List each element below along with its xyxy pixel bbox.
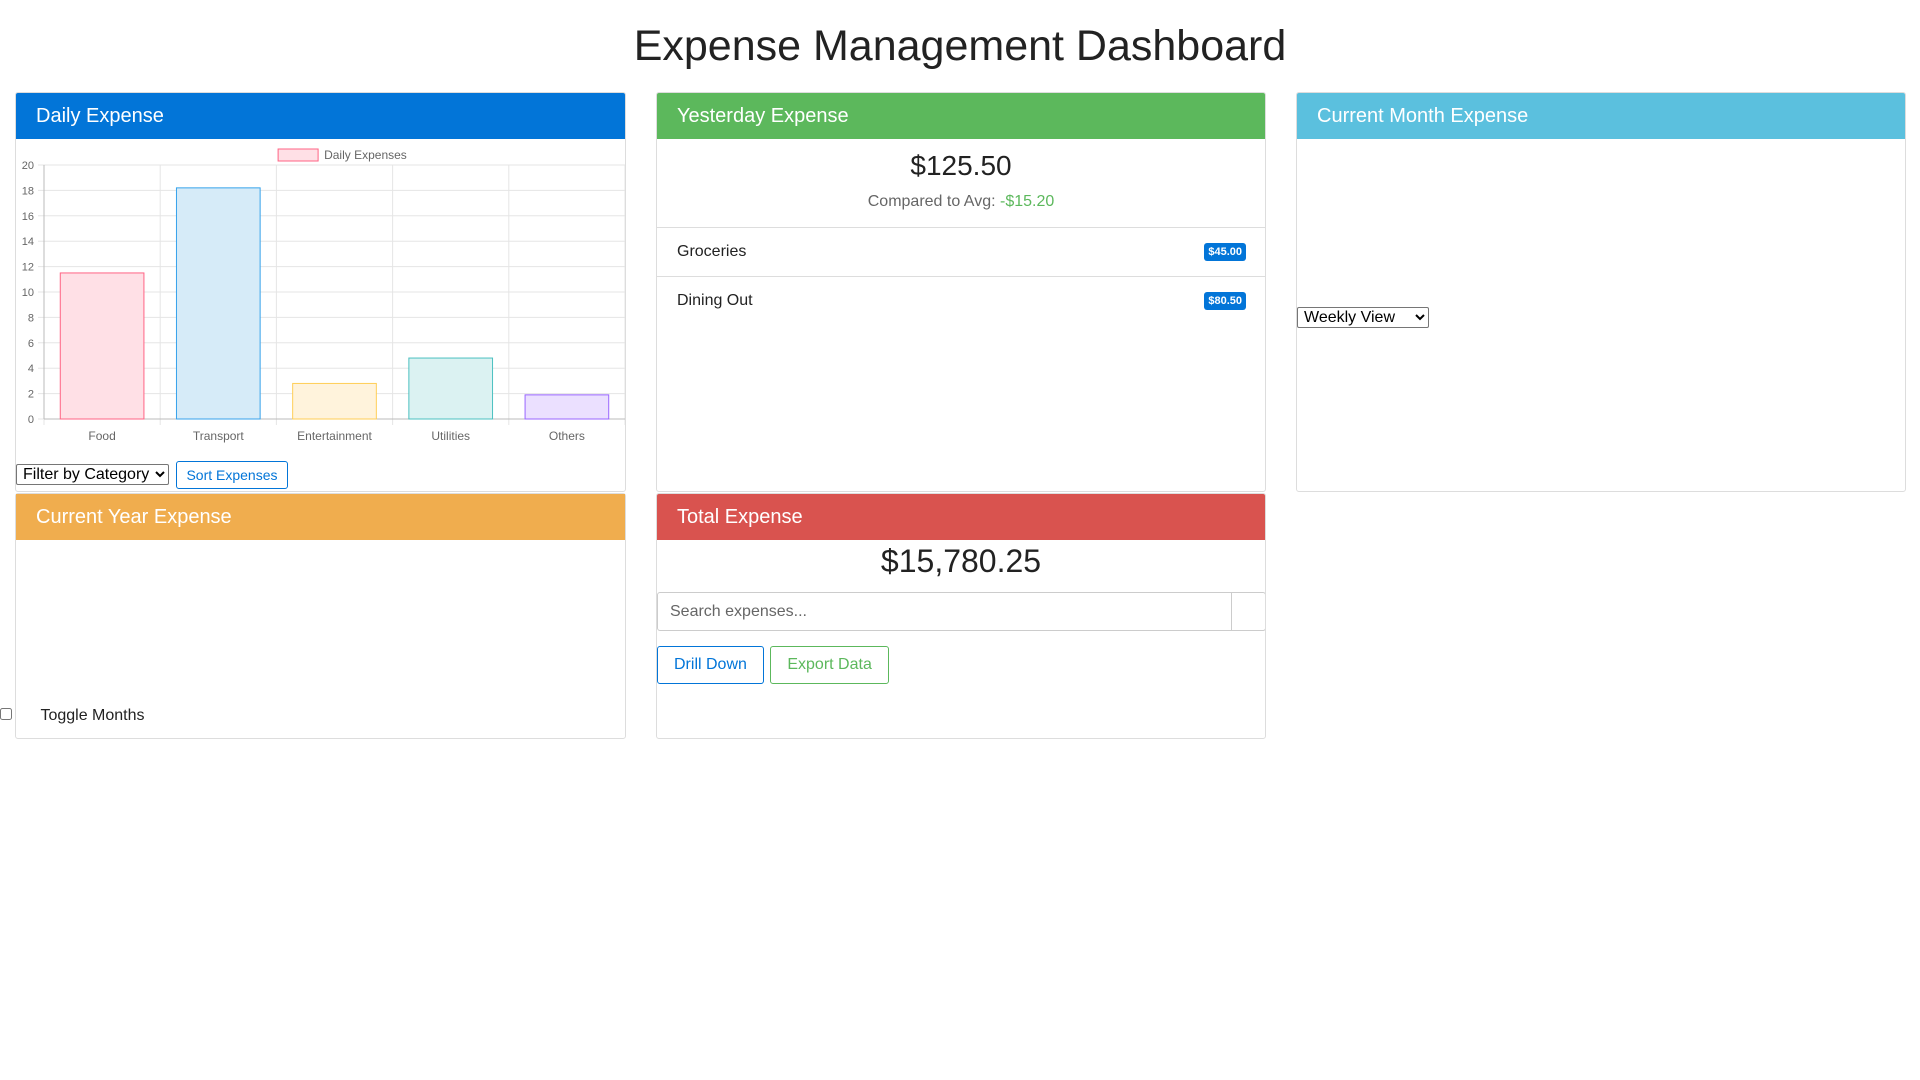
y-tick-label: 0 [28,414,34,426]
y-tick-label: 4 [28,363,34,375]
x-tick-label: Entertainment [297,429,372,443]
x-tick-label: Others [549,429,585,443]
x-tick-label: Utilities [431,429,470,443]
y-tick-label: 12 [22,262,34,274]
search-group [657,592,1265,631]
yesterday-expense-heading: Yesterday Expense [657,93,1265,139]
list-item-label: Groceries [677,243,747,260]
y-tick-label: 8 [28,312,34,324]
compare-label: Compared to Avg: [867,193,996,210]
export-data-button[interactable]: Export Data [770,646,889,684]
current-year-expense-heading: Current Year Expense [16,494,625,540]
legend-swatch [277,148,319,162]
legend-label: Daily Expenses [324,148,407,162]
list-item: Groceries $45.00 [657,227,1265,276]
x-tick-label: Transport [193,429,245,443]
toggle-months-checkbox[interactable] [0,707,12,720]
bar-transport [175,187,261,420]
bar-entertainment [292,382,377,420]
bar-others [524,394,610,420]
filter-category-select[interactable]: Filter by Category [16,464,169,486]
bar-utilities [408,357,494,420]
view-mode-select[interactable]: Weekly View [1297,307,1429,328]
daily-expense-panel: Daily Expense 0 2 4 6 8 10 12 14 16 18 20 Food Trans… [15,92,626,492]
yesterday-expense-panel: Yesterday Expense $125.50 Compared to Av… [656,92,1266,492]
current-month-expense-heading: Current Month Expense [1297,93,1905,139]
compare-value: -$15.20 [999,193,1055,210]
y-tick-label: 2 [28,389,34,401]
toggle-months[interactable]: Toggle Months [0,706,145,726]
bar-food [59,272,145,420]
y-tick-label: 18 [22,185,34,197]
y-tick-label: 6 [28,338,34,350]
total-expense-heading: Total Expense [657,494,1265,540]
amount-badge: $45.00 [1204,243,1246,261]
yesterday-amount: $125.50 [910,150,1012,181]
search-input[interactable] [657,592,1232,631]
drill-down-button[interactable]: Drill Down [657,646,764,684]
y-tick-label: 16 [22,211,34,223]
page-title: Expense Management Dashboard [633,22,1287,70]
yesterday-items-list: Groceries $45.00 Dining Out $80.50 [657,227,1265,325]
total-actions: Drill Down Export Data [657,646,889,684]
sort-expenses-button[interactable]: Sort Expenses [176,461,288,489]
total-expense-panel: Total Expense $15,780.25 Drill Down Expo… [656,493,1266,739]
y-tick-label: 14 [22,236,34,248]
current-year-expense-panel: Current Year Expense Toggle Months [0,493,626,739]
daily-expense-chart: 0 2 4 6 8 10 12 14 16 18 20 Food Transport Entertainm… [22,148,625,443]
list-item: Dining Out $80.50 [657,276,1265,325]
amount-badge: $80.50 [1204,292,1246,310]
compare-to-avg: Compared to Avg: -$15.20 [657,193,1265,215]
daily-expense-heading: Daily Expense [16,93,625,139]
search-button[interactable] [1231,592,1265,631]
daily-controls: Filter by Category Sort Expenses [16,461,288,489]
x-tick-label: Food [88,429,115,443]
y-tick-label: 20 [22,160,34,172]
y-tick-label: 10 [22,287,34,299]
list-item-label: Dining Out [677,292,753,309]
toggle-months-label: Toggle Months [40,707,145,724]
total-amount: $15,780.25 [880,543,1042,579]
current-month-expense-panel: Current Month Expense Weekly View [1296,92,1906,492]
